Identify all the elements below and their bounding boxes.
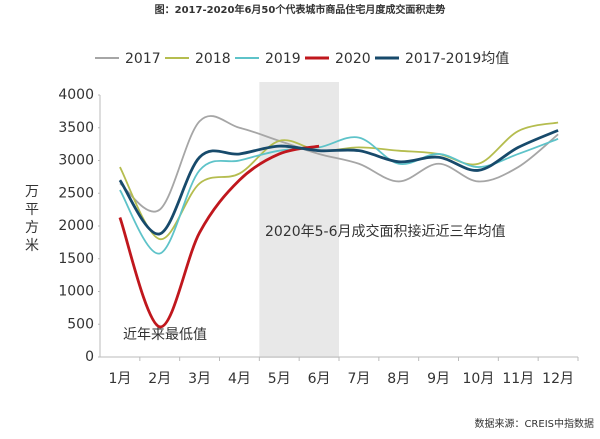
legend-label: 2020 [335, 51, 371, 67]
series-line [118, 129, 559, 236]
y-tick-label: 1500 [58, 251, 94, 267]
x-tick-label: 3月 [188, 371, 211, 387]
x-tick-label: 9月 [427, 371, 450, 387]
series-line [118, 144, 320, 329]
legend-label: 2018 [195, 51, 231, 67]
annotation: 2020年5-6月成交面积接近近三年均值 [265, 223, 506, 240]
x-tick-label: 10月 [463, 371, 495, 387]
x-tick-label: 7月 [347, 371, 370, 387]
y-axis-label: 米 [25, 238, 39, 254]
y-tick-label: 0 [85, 349, 94, 365]
series-line [119, 115, 559, 213]
y-tick-label: 2000 [58, 218, 94, 234]
series-line [119, 136, 559, 255]
y-tick-label: 3500 [58, 120, 94, 136]
x-tick-label: 8月 [387, 371, 410, 387]
legend-label: 2017 [125, 51, 161, 67]
x-tick-label: 11月 [502, 371, 534, 387]
y-tick-label: 3000 [58, 153, 94, 169]
annotation: 近年来最低值 [123, 327, 207, 343]
source: 数据来源：CREIS中指数据 [474, 417, 594, 430]
x-tick-label: 5月 [268, 371, 291, 387]
highlight-band [259, 82, 339, 358]
x-tick-label: 1月 [108, 371, 131, 387]
x-tick-label: 6月 [308, 371, 331, 387]
y-tick-label: 4000 [58, 87, 94, 103]
y-tick-label: 2500 [58, 185, 94, 201]
x-tick-label: 4月 [228, 371, 251, 387]
chart-title: 图：2017-2020年6月50个代表城市商品住宅月度成交面积走势 [155, 3, 446, 16]
x-tick-label: 2月 [148, 371, 171, 387]
y-axis-label: 平 [25, 202, 39, 218]
y-tick-label: 500 [67, 316, 94, 332]
y-axis-label: 万 [25, 184, 39, 200]
y-tick-label: 1000 [58, 284, 94, 300]
legend-label: 2019 [265, 51, 301, 67]
y-axis-label: 方 [25, 220, 39, 236]
x-tick-label: 12月 [542, 371, 574, 387]
legend-label: 2017-2019均值 [405, 51, 509, 67]
